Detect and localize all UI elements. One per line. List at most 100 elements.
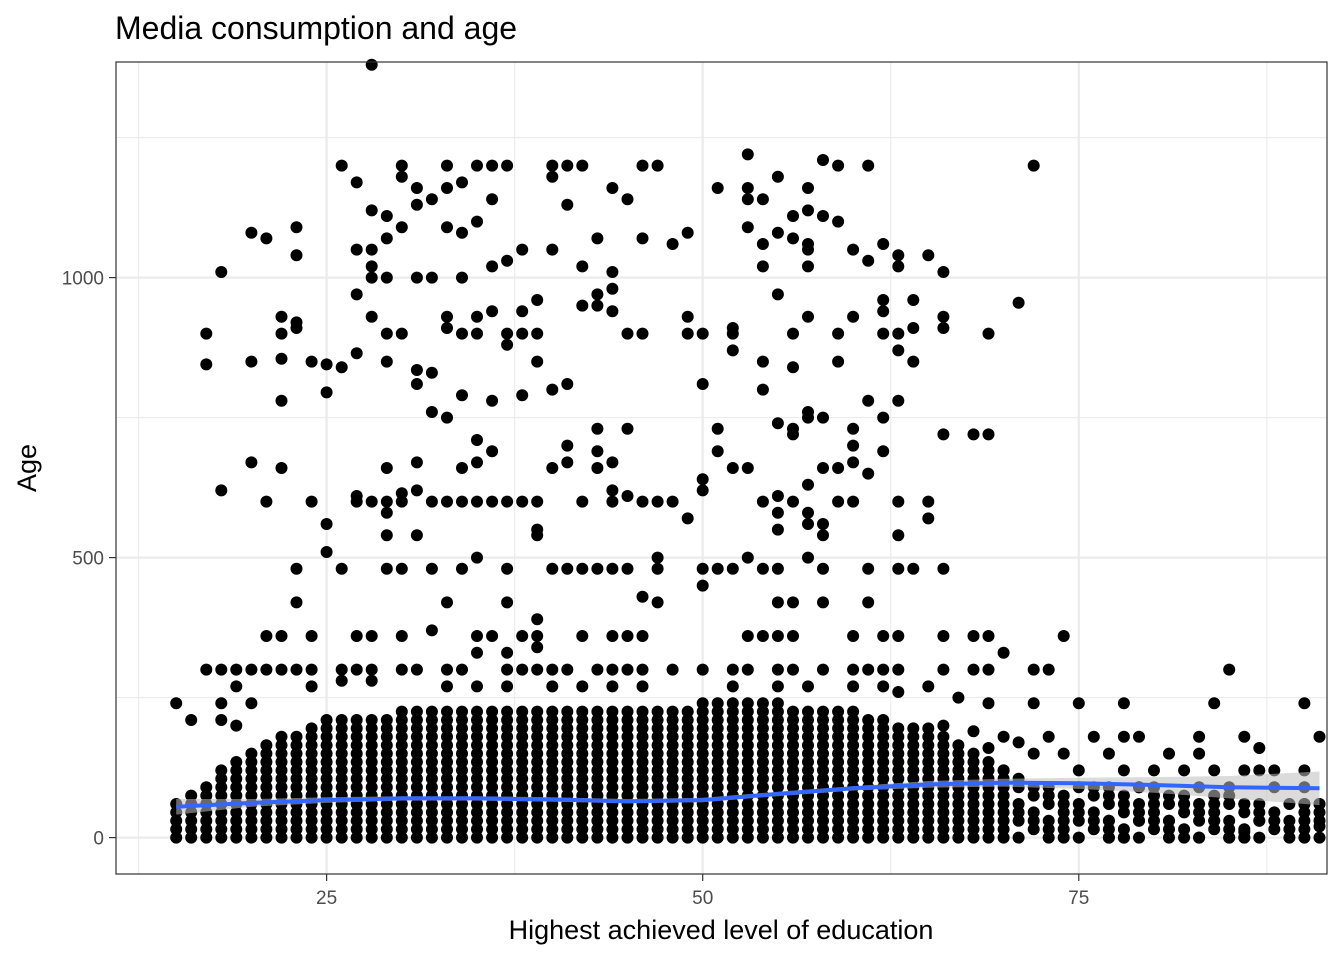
data-point bbox=[771, 823, 784, 836]
data-point bbox=[726, 462, 739, 474]
data-point bbox=[350, 747, 363, 760]
data-point bbox=[410, 781, 423, 794]
data-point bbox=[1012, 736, 1025, 749]
data-point bbox=[817, 596, 829, 609]
data-point bbox=[1298, 697, 1311, 710]
data-point bbox=[410, 764, 423, 777]
data-point bbox=[877, 663, 890, 676]
data-point bbox=[847, 714, 860, 726]
data-point bbox=[756, 383, 769, 396]
data-point bbox=[200, 663, 213, 676]
data-point bbox=[350, 814, 363, 827]
data-point bbox=[395, 159, 408, 172]
data-point bbox=[591, 714, 604, 726]
x-tick-label: 75 bbox=[1068, 888, 1089, 909]
data-point bbox=[260, 823, 273, 836]
data-point bbox=[441, 663, 453, 676]
data-point bbox=[892, 529, 905, 542]
data-point bbox=[591, 288, 604, 301]
data-point bbox=[771, 806, 784, 819]
data-point bbox=[681, 823, 694, 836]
data-point bbox=[245, 814, 258, 827]
data-point bbox=[606, 831, 619, 844]
data-point bbox=[501, 663, 514, 676]
data-point bbox=[365, 260, 378, 273]
data-point bbox=[997, 831, 1010, 844]
data-point bbox=[410, 182, 423, 194]
plot-panel bbox=[115, 58, 1328, 875]
data-point bbox=[365, 495, 378, 508]
data-point bbox=[456, 814, 468, 827]
data-point bbox=[305, 355, 318, 368]
data-point bbox=[1208, 697, 1221, 710]
data-point bbox=[847, 705, 860, 718]
data-point bbox=[576, 705, 589, 718]
data-point bbox=[486, 445, 499, 458]
data-point bbox=[395, 663, 408, 676]
data-point bbox=[531, 781, 544, 794]
data-point bbox=[1027, 663, 1040, 676]
data-point bbox=[832, 705, 845, 718]
data-point bbox=[335, 562, 348, 575]
data-point bbox=[546, 722, 559, 735]
data-point bbox=[576, 630, 589, 642]
data-point bbox=[696, 562, 709, 575]
data-point bbox=[621, 747, 634, 760]
data-point bbox=[275, 772, 288, 785]
data-point bbox=[741, 756, 754, 768]
data-point bbox=[365, 831, 378, 844]
data-point bbox=[771, 747, 784, 760]
data-point bbox=[516, 764, 529, 777]
data-point bbox=[862, 394, 875, 407]
data-point bbox=[245, 823, 258, 836]
data-point bbox=[395, 630, 408, 642]
data-point bbox=[1223, 814, 1236, 827]
data-point bbox=[290, 249, 303, 262]
data-point bbox=[681, 310, 694, 323]
data-point bbox=[200, 358, 213, 371]
data-point bbox=[410, 663, 423, 676]
data-point bbox=[651, 714, 664, 726]
data-point bbox=[561, 781, 574, 794]
data-point bbox=[245, 781, 258, 794]
data-point bbox=[606, 282, 619, 295]
data-point bbox=[350, 714, 363, 726]
data-point bbox=[275, 327, 288, 340]
data-point bbox=[290, 221, 303, 234]
data-point bbox=[636, 756, 649, 768]
data-point bbox=[1102, 789, 1115, 802]
data-point bbox=[441, 722, 453, 735]
data-point bbox=[892, 772, 905, 785]
data-point bbox=[200, 831, 213, 844]
data-point bbox=[877, 238, 890, 250]
data-point bbox=[651, 562, 664, 575]
data-point bbox=[651, 831, 664, 844]
data-point bbox=[696, 714, 709, 726]
data-point bbox=[877, 445, 890, 458]
data-point bbox=[441, 680, 453, 693]
data-point bbox=[471, 159, 483, 172]
y-axis: 0 500 1000 bbox=[62, 269, 116, 850]
data-point bbox=[741, 182, 754, 194]
data-point bbox=[395, 327, 408, 340]
data-point bbox=[365, 781, 378, 794]
data-point bbox=[756, 705, 769, 718]
data-point bbox=[576, 756, 589, 768]
data-point bbox=[892, 739, 905, 752]
data-point bbox=[1223, 823, 1236, 836]
data-point bbox=[771, 739, 784, 752]
data-point bbox=[1072, 764, 1085, 777]
data-point bbox=[425, 730, 438, 743]
data-point bbox=[456, 271, 468, 284]
data-point bbox=[275, 394, 288, 407]
data-point bbox=[937, 266, 950, 278]
data-point bbox=[937, 562, 950, 575]
data-point bbox=[922, 806, 935, 819]
data-point bbox=[847, 772, 860, 785]
data-point bbox=[892, 562, 905, 575]
data-point bbox=[410, 705, 423, 718]
data-point bbox=[666, 747, 679, 760]
data-point bbox=[741, 714, 754, 726]
data-point bbox=[681, 764, 694, 777]
data-point bbox=[892, 747, 905, 760]
